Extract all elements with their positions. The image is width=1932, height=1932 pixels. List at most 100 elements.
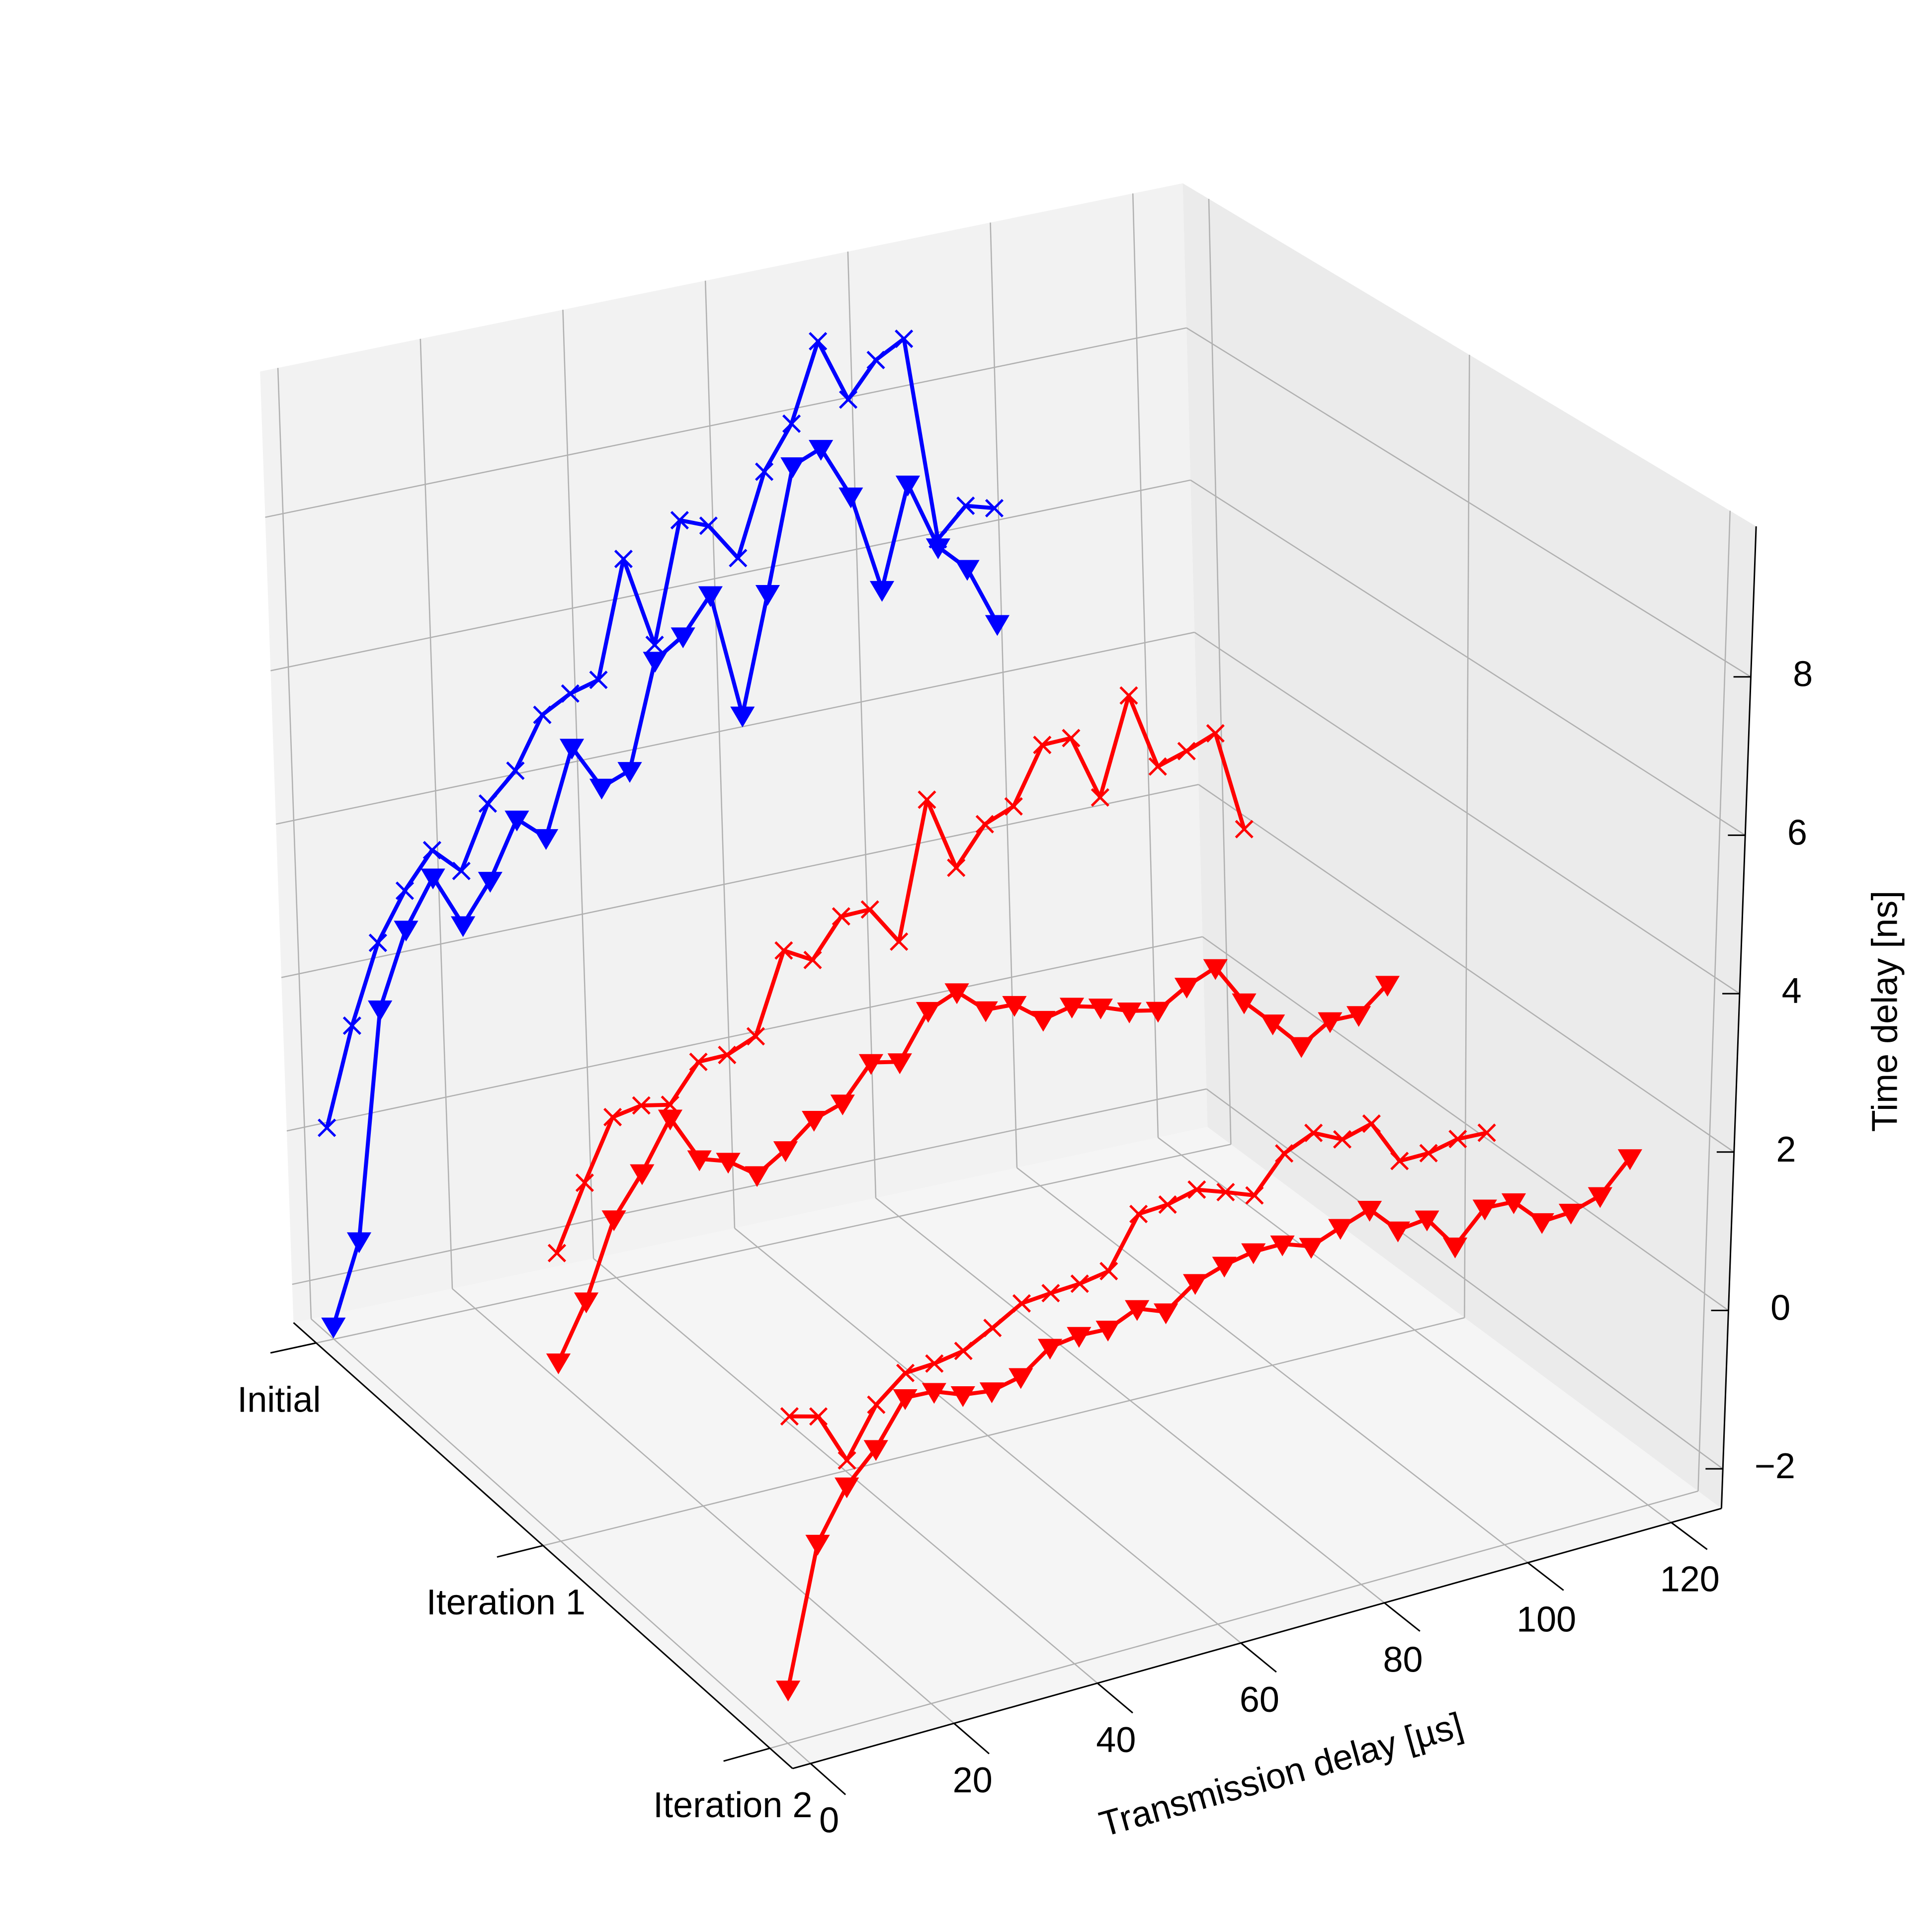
marker [869,581,895,602]
marker [1119,686,1138,705]
marker [716,1153,741,1174]
y-tick-label: Iteration 2 [653,1785,812,1825]
marker [729,549,748,568]
marker [1415,1210,1439,1232]
marker [832,907,850,926]
marker [575,1173,594,1192]
marker [1318,1012,1343,1033]
marker [1008,1368,1033,1389]
marker [1070,1274,1089,1293]
marker [1095,1321,1120,1342]
marker [546,1353,571,1374]
marker [802,1111,827,1132]
marker [506,761,525,780]
marker [922,1383,946,1404]
grid-line [1208,199,1232,1145]
marker [687,1150,712,1172]
grid-line [543,1317,1465,1546]
marker [1442,1237,1468,1259]
marker [1472,1199,1497,1221]
y-tick [497,1545,543,1558]
grid-line [769,1490,1698,1749]
marker [533,705,552,724]
x-tick-label: 20 [953,1761,993,1800]
marker [658,1109,683,1131]
x-tick-label: 0 [819,1801,839,1841]
marker [589,671,608,689]
marker [589,778,614,800]
marker [835,1477,859,1499]
grid-line [292,1088,1207,1285]
marker [1012,1294,1031,1313]
marker [858,1054,884,1075]
marker [614,549,633,569]
marker [1062,729,1081,748]
marker [1304,1123,1323,1142]
marker [395,881,415,900]
grid-line [1194,632,1740,995]
marker [1002,996,1027,1017]
marker [839,390,858,409]
marker [394,921,419,942]
marker [1558,1203,1584,1225]
marker [1091,788,1109,807]
marker [805,1534,830,1556]
marker [1177,742,1196,760]
marker [1245,1186,1264,1205]
marker [1501,1193,1526,1214]
grid-line [847,252,877,1198]
marker [1154,1303,1178,1325]
marker [803,950,822,969]
marker [863,1440,888,1461]
x-tick-label: 80 [1383,1640,1423,1680]
marker [746,1027,765,1046]
grid-line [286,936,1203,1132]
y-tick-label: Initial [237,1380,321,1420]
marker [956,496,975,515]
marker [985,499,1004,518]
marker [346,1232,372,1254]
marker [368,1000,393,1021]
marker [1031,1010,1056,1032]
marker [1059,998,1085,1019]
marker [925,1354,944,1373]
marker [896,1363,915,1382]
marker [955,560,980,581]
x-tick [1671,1521,1708,1550]
x-tick-label: 40 [1096,1720,1136,1760]
marker [1088,999,1113,1019]
grid-line [562,310,594,1259]
x-tick-label: 100 [1516,1600,1576,1640]
marker [918,790,936,809]
z-axis-title: Time delay [ns] [1865,891,1905,1132]
marker [1125,1300,1150,1321]
marker [452,861,471,880]
marker [603,1107,622,1127]
marker [1232,993,1257,1014]
grid-line [704,280,736,1229]
marker [450,916,476,937]
x-tick [810,1763,846,1795]
marker [1357,1201,1382,1222]
marker [1289,1037,1314,1058]
marker [617,762,642,783]
marker [866,350,885,369]
marker [574,1292,599,1314]
marker [780,457,805,478]
x-tick [1384,1602,1421,1632]
marker [916,1002,941,1023]
marker [1148,757,1167,776]
marker [689,1052,708,1072]
marker [1033,736,1052,755]
grid-line [1464,354,1470,1318]
marker [950,1386,975,1407]
marker [645,635,664,655]
marker [1617,1149,1642,1171]
marker [1362,1114,1381,1133]
grid-line [316,1144,1231,1344]
marker [808,440,834,461]
marker [1385,1221,1411,1243]
marker [985,615,1010,636]
